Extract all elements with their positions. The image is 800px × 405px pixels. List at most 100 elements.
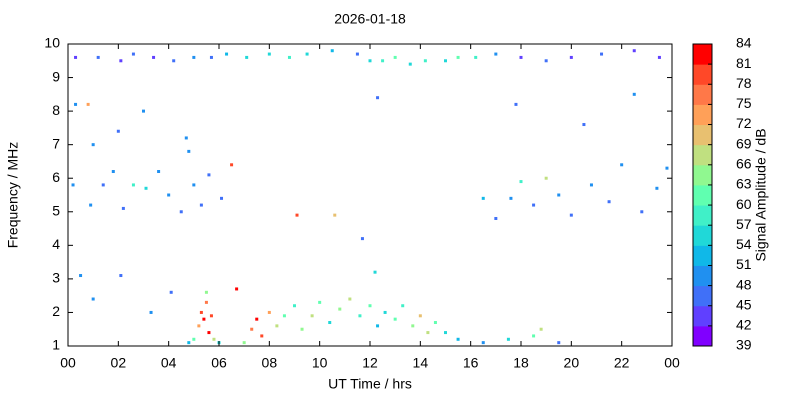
colorbar-tick-label: 66 xyxy=(736,156,752,172)
cell xyxy=(655,186,659,190)
cell xyxy=(235,287,239,291)
cell xyxy=(121,206,125,210)
colorbar-tick-label: 75 xyxy=(736,95,752,111)
colorbar-tick-label: 81 xyxy=(736,55,752,71)
colorbar-segment xyxy=(693,84,712,105)
cell xyxy=(318,300,322,304)
cell xyxy=(383,310,387,314)
cell xyxy=(157,170,161,174)
cell xyxy=(282,314,286,318)
cell xyxy=(381,59,385,63)
x-tick-label: 04 xyxy=(161,355,177,371)
cell xyxy=(519,180,523,184)
cell xyxy=(86,102,90,106)
y-tick-label: 5 xyxy=(52,202,60,218)
cell xyxy=(179,210,183,214)
x-tick-label: 00 xyxy=(60,355,76,371)
cell xyxy=(569,55,573,59)
cell xyxy=(167,193,171,197)
cell xyxy=(607,200,611,204)
cell xyxy=(250,327,254,331)
colorbar-segment xyxy=(693,104,712,126)
y-tick-label: 10 xyxy=(44,35,60,51)
colorbar-segment xyxy=(693,144,712,166)
cell xyxy=(433,321,437,325)
colorbar-segment xyxy=(693,205,712,226)
cell xyxy=(187,149,191,153)
y-tick-label: 7 xyxy=(52,135,60,151)
cell xyxy=(620,163,624,167)
cell xyxy=(199,203,203,207)
y-axis-label: Frequency / MHz xyxy=(5,142,21,249)
cell xyxy=(632,49,636,53)
cell xyxy=(96,55,100,59)
colorbar-tick-label: 78 xyxy=(736,75,752,91)
cell xyxy=(187,341,191,345)
cell xyxy=(401,304,405,308)
colorbar-segment xyxy=(693,124,712,146)
colorbar-tick-label: 54 xyxy=(736,236,752,252)
x-axis-label: UT Time / hrs xyxy=(328,376,412,392)
chart-title: 2026-01-18 xyxy=(334,11,406,27)
cell xyxy=(116,129,120,133)
cell xyxy=(600,52,604,56)
colorbar-segment xyxy=(693,305,712,327)
y-tick-label: 3 xyxy=(52,270,60,286)
cell xyxy=(444,331,447,335)
cell xyxy=(220,196,224,200)
cell xyxy=(260,334,264,338)
x-tick-label: 06 xyxy=(211,355,227,371)
cell xyxy=(481,196,485,200)
cell xyxy=(149,310,153,314)
colorbar-tick-label: 60 xyxy=(736,196,752,212)
cell xyxy=(131,183,135,187)
cell xyxy=(169,290,173,294)
colorbar-tick-label: 57 xyxy=(736,216,752,232)
cell xyxy=(144,186,148,190)
colorbar-tick-label: 84 xyxy=(736,35,752,51)
x-tick-label: 22 xyxy=(614,355,630,371)
cell xyxy=(255,317,259,321)
cell xyxy=(207,331,211,335)
cell xyxy=(300,327,304,331)
cell xyxy=(74,55,78,59)
cell xyxy=(310,314,314,318)
cell xyxy=(411,324,415,328)
cell xyxy=(192,337,196,341)
cell xyxy=(632,92,636,96)
cell xyxy=(358,314,362,318)
cell xyxy=(360,237,364,241)
cell xyxy=(74,102,78,106)
cell xyxy=(456,55,460,59)
cell xyxy=(444,59,447,63)
cell xyxy=(207,173,211,177)
cell xyxy=(197,324,201,328)
cell xyxy=(338,307,342,311)
cell xyxy=(368,59,372,63)
cell xyxy=(509,196,513,200)
colorbar-tick-label: 69 xyxy=(736,135,752,151)
cell xyxy=(506,337,510,341)
cell xyxy=(532,203,536,207)
cell xyxy=(242,341,246,345)
cell xyxy=(204,300,208,304)
cell xyxy=(532,334,536,338)
cell xyxy=(494,216,498,220)
colorbar-tick-label: 51 xyxy=(736,256,752,272)
cell xyxy=(91,297,95,301)
cell xyxy=(582,123,586,127)
cell xyxy=(589,183,593,187)
y-tick-label: 9 xyxy=(52,68,60,84)
colorbar-segment xyxy=(693,245,712,266)
cell xyxy=(544,59,548,63)
y-tick-label: 4 xyxy=(52,236,60,252)
cell xyxy=(544,176,548,180)
colorbar-tick-label: 39 xyxy=(736,337,752,353)
cell xyxy=(333,213,337,217)
cell xyxy=(456,337,460,341)
cell xyxy=(192,183,196,187)
y-tick-label: 6 xyxy=(52,169,60,185)
cell xyxy=(225,52,229,56)
